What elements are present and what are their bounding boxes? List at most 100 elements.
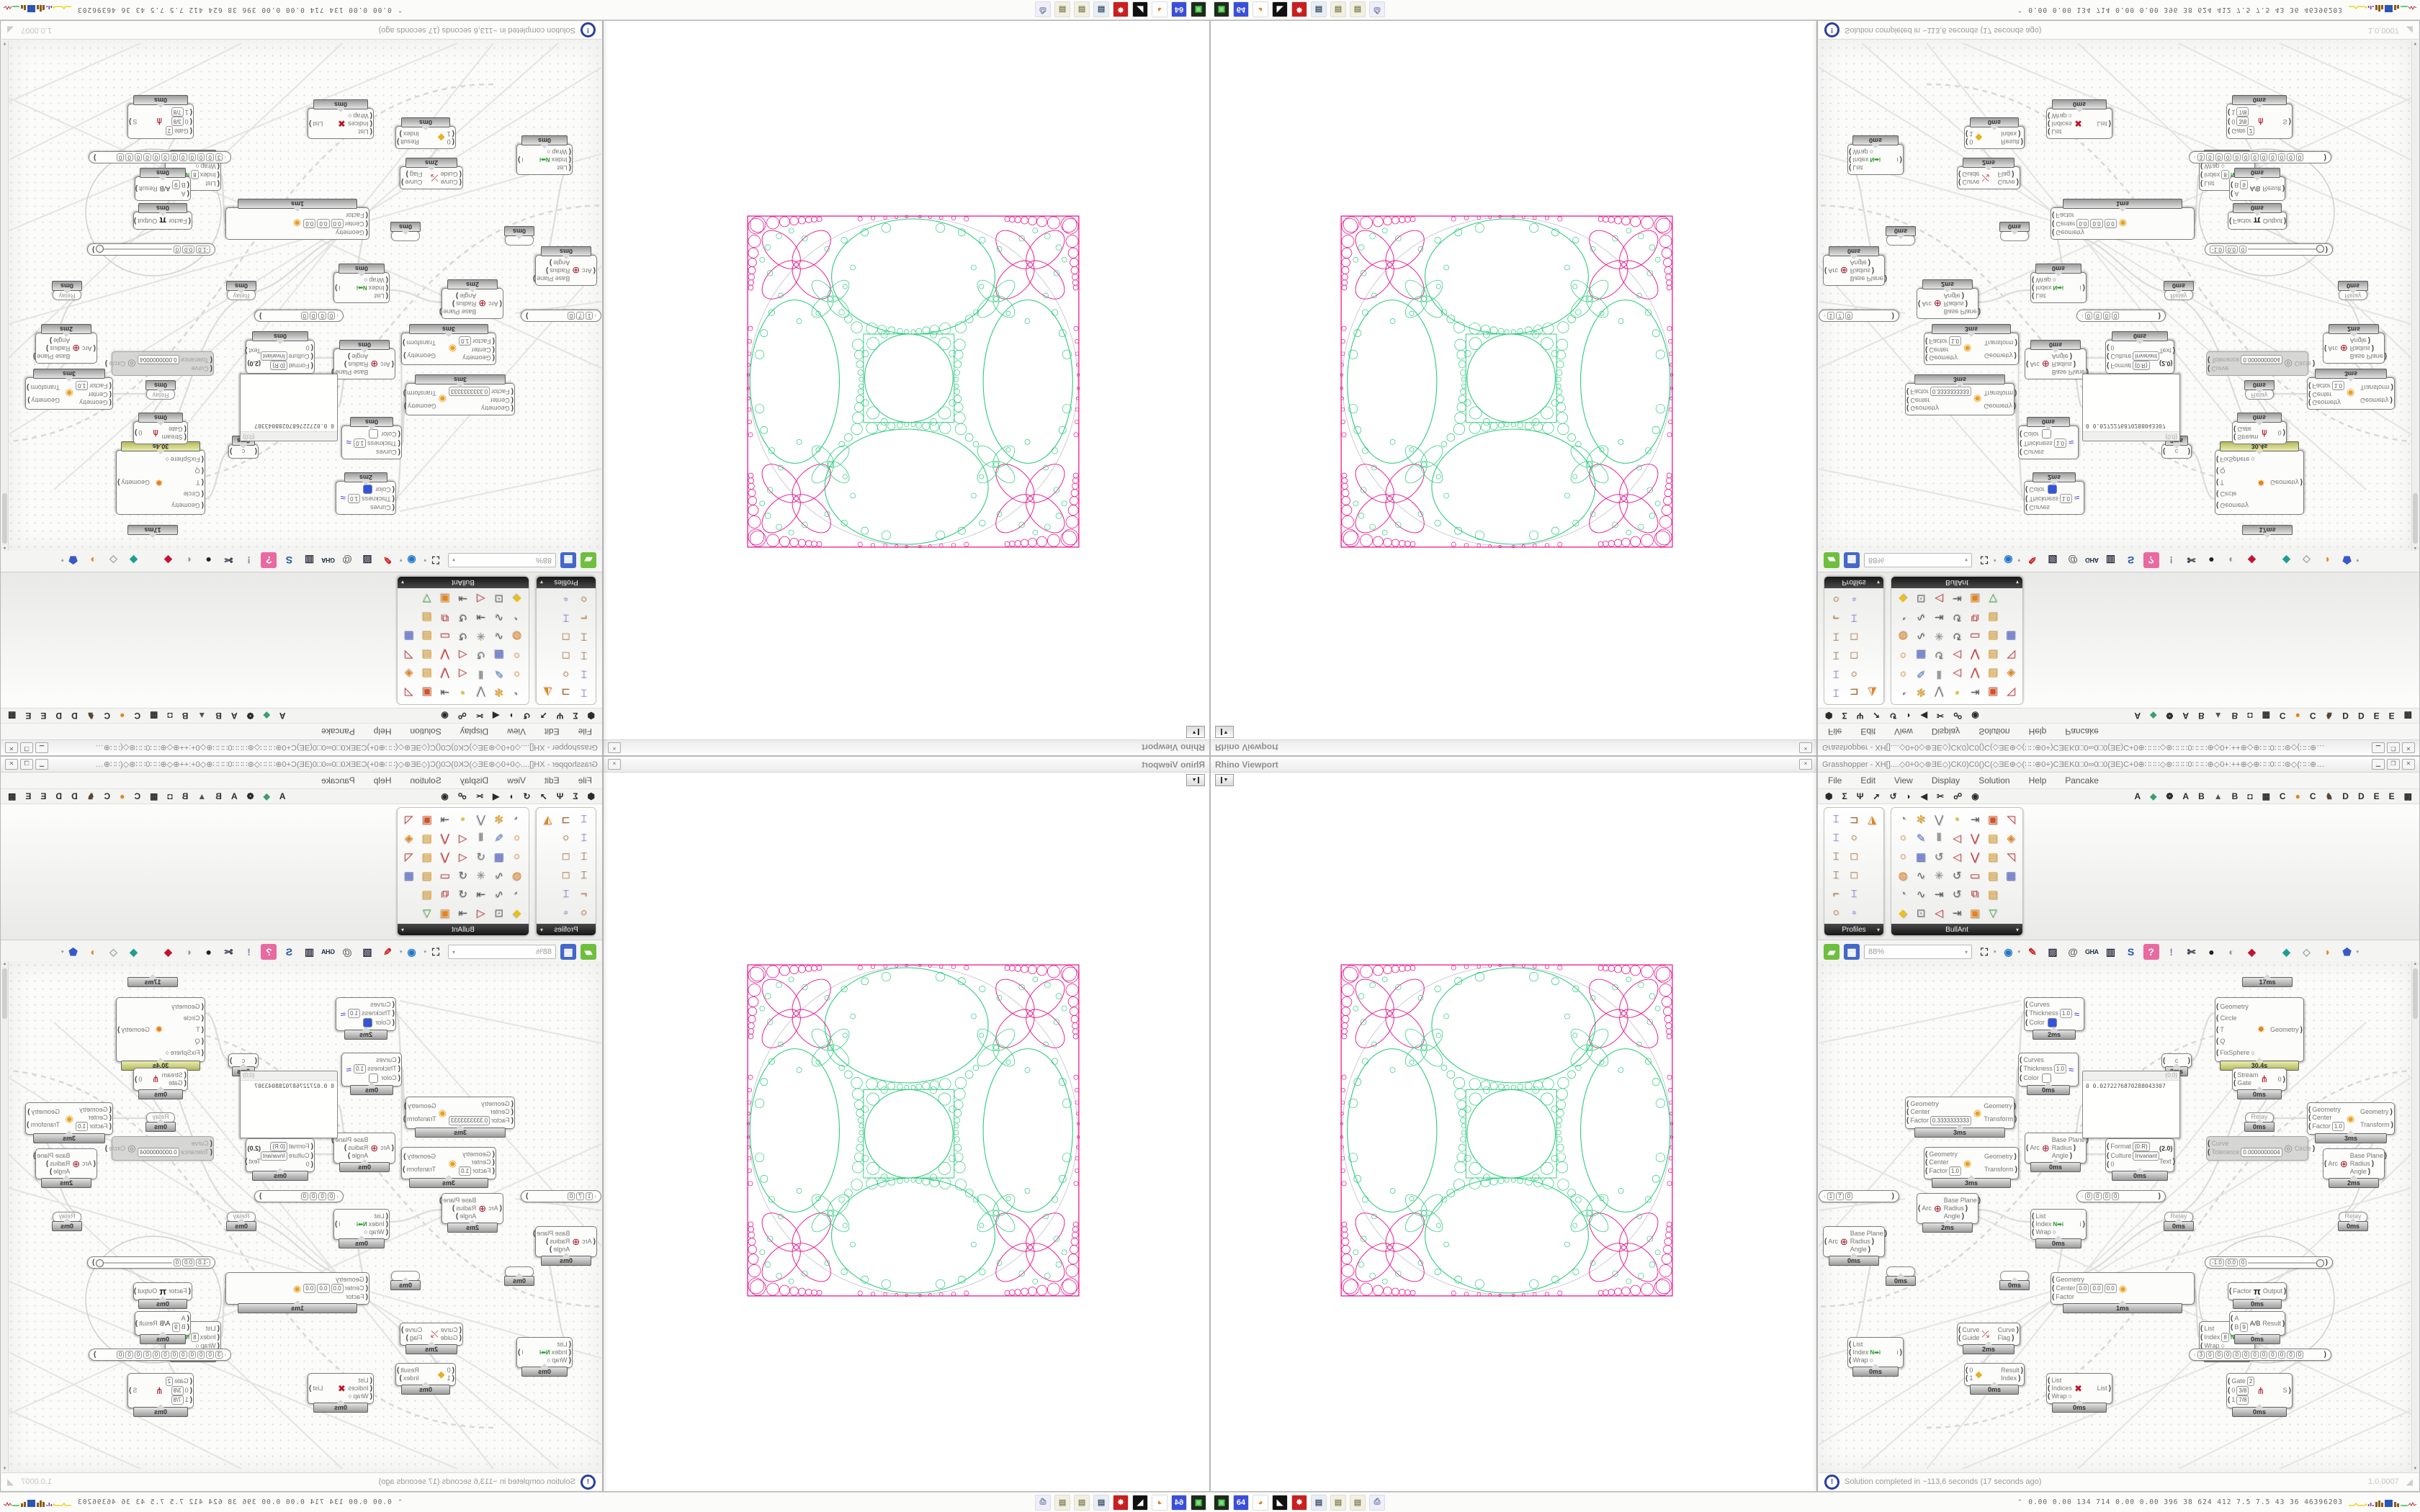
close-icon[interactable]: × bbox=[1799, 759, 1812, 770]
palette-component-icon[interactable]: ⇥ bbox=[440, 686, 450, 699]
maximize-icon[interactable]: ❐ bbox=[2387, 742, 2400, 753]
palette-component-icon[interactable]: ◔ bbox=[1899, 612, 1906, 624]
palette-header[interactable]: Profiles ▾ bbox=[1824, 577, 1883, 588]
node-flip-curve[interactable]: (Curve(Guide ⤰ Curve) Flag) 2ms bbox=[400, 158, 463, 189]
palette-component-icon[interactable]: ⌶ bbox=[1832, 813, 1839, 825]
node-relay[interactable]: Relay 0ms bbox=[145, 1112, 176, 1132]
tab-plugin-3[interactable]: A bbox=[2182, 791, 2190, 801]
tab-plugin-11[interactable]: C bbox=[104, 711, 111, 721]
minimize-icon[interactable]: ▁ bbox=[35, 759, 48, 770]
palette-component-icon[interactable]: ⫴ bbox=[1936, 668, 1942, 680]
node-relay[interactable]: 0ms bbox=[504, 1266, 534, 1286]
toolbar-icon-12[interactable]: ! bbox=[2169, 946, 2173, 958]
palette-component-icon[interactable]: ✎ bbox=[1916, 667, 1926, 680]
chevron-down-icon[interactable]: ▾ bbox=[2356, 557, 2360, 562]
palette-component-icon[interactable]: ⇥ bbox=[1970, 813, 1980, 826]
node-division[interactable]: (A(B 9 A/B Result) 0ms bbox=[2229, 168, 2285, 201]
scrollbar-thumb[interactable] bbox=[2413, 493, 2418, 544]
node-canvas[interactable]: (Curves(Thickness 1.0(Color ≈2ms(Curves(Th… bbox=[1819, 961, 2412, 1472]
tab-plugin-2[interactable]: ❁ bbox=[2166, 791, 2174, 801]
node-circle-disabled[interactable]: (Curve(Tolerance 0.0000000004 ◎ Circle) bbox=[2206, 351, 2315, 376]
taskbar-icon-notes-1[interactable]: ▤ bbox=[1074, 1, 1090, 18]
tab-core-4[interactable]: ↺ bbox=[1889, 711, 1897, 721]
node-sift-pattern[interactable]: (List(Indices(Wrap ○ ✖ List) 0ms bbox=[308, 99, 374, 139]
node-scale[interactable]: (Geometry(Center(Factor 1.0 ◉ Geometry) Tran… bbox=[2307, 1102, 2395, 1143]
toolbar-icon-3[interactable]: ⛶ bbox=[1981, 554, 1988, 567]
palette-component-icon[interactable]: ▭ bbox=[439, 630, 451, 643]
palette-component-icon[interactable]: ⌶ bbox=[1832, 668, 1839, 680]
palette-component-icon[interactable]: ▤ bbox=[1987, 850, 1999, 863]
node-number-slider[interactable]: -1.0 0.0 0) bbox=[87, 243, 215, 256]
scroll-down-icon[interactable]: ▼ bbox=[2, 41, 7, 45]
node-mini[interactable]: (c)0ms bbox=[228, 1053, 259, 1076]
node-fixsphere[interactable]: (Geometry(Circle(T(Q(FixSphere ○ ✸ Geometry… bbox=[116, 441, 205, 515]
tab-core-8[interactable]: ☍ bbox=[457, 791, 467, 801]
node-canvas[interactable]: (Curves(Thickness 1.0(Color ≈2ms(Curves(Th… bbox=[1819, 40, 2412, 551]
chevron-down-icon[interactable]: ▾ bbox=[2356, 950, 2360, 955]
palette-component-icon[interactable]: ◈ bbox=[2007, 667, 2015, 680]
palette-component-icon[interactable]: ▫ bbox=[1852, 906, 1856, 919]
palette-component-icon[interactable] bbox=[539, 590, 557, 608]
palette-component-icon[interactable]: ⌶ bbox=[1832, 850, 1839, 863]
taskbar-icon-printer[interactable]: ⎙ bbox=[1369, 1, 1385, 18]
palette-component-icon[interactable]: ◮ bbox=[544, 813, 552, 826]
palette-component-icon[interactable]: ○ bbox=[1850, 832, 1857, 844]
palette-component-icon[interactable]: ∿ bbox=[494, 630, 504, 643]
palette-component-icon[interactable]: ◔ bbox=[514, 888, 521, 900]
node-digit-slider[interactable]: ‹ 3 0 0 0 0 0 0 0 0 0 0 0) bbox=[2189, 1349, 2331, 1361]
taskbar-icon-mono-app[interactable]: ◣ bbox=[1132, 1494, 1148, 1511]
palette-component-icon[interactable]: ▤ bbox=[1987, 611, 1999, 624]
tab-core-9[interactable]: ◉ bbox=[1971, 711, 1979, 721]
menu-file[interactable]: File bbox=[578, 726, 592, 737]
palette-component-icon[interactable]: ✳ bbox=[1934, 869, 1944, 882]
tab-core-9[interactable]: ◉ bbox=[441, 711, 449, 721]
node-mini[interactable]: (c)0ms bbox=[2161, 436, 2192, 459]
node-pi[interactable]: (Factor π Output) 0ms bbox=[2228, 1282, 2287, 1309]
node-scale[interactable]: (Geometry(Center(Factor 1.0 ◉ Geometry) Tran… bbox=[1924, 1147, 2019, 1188]
taskbar-icon-printer[interactable]: ⎙ bbox=[1369, 1494, 1385, 1511]
menu-help[interactable]: Help bbox=[2028, 726, 2047, 737]
palette-component-icon[interactable]: ◹ bbox=[2007, 850, 2015, 863]
tab-plugin-7[interactable]: ◘ bbox=[167, 791, 173, 801]
chevron-down-icon[interactable]: ▾ bbox=[2015, 579, 2019, 586]
toolbar-icon-5[interactable]: ✎ bbox=[2028, 945, 2037, 958]
node-fixsphere[interactable]: (Geometry(Circle(T(Q(FixSphere ○ ✸ Geometry… bbox=[2215, 997, 2304, 1071]
chevron-down-icon[interactable]: ▾ bbox=[1994, 950, 1996, 955]
palette-component-icon[interactable]: □ bbox=[563, 631, 570, 643]
tab-plugin-2[interactable]: ❁ bbox=[2166, 711, 2174, 721]
tab-plugin-1[interactable]: ◆ bbox=[2150, 791, 2157, 801]
tab-core-6[interactable]: ◀ bbox=[492, 791, 500, 801]
palette-component-icon[interactable]: ⌶ bbox=[581, 813, 588, 825]
palette-component-icon[interactable]: ◔ bbox=[1899, 888, 1906, 900]
node-sift-pattern[interactable]: (List(Indices(Wrap ○ ✖ List) 0ms bbox=[2046, 99, 2112, 139]
node-relay[interactable]: Relay 0ms bbox=[52, 281, 82, 300]
toolbar-icon-18[interactable]: ◆ bbox=[130, 554, 138, 567]
tab-plugin-9[interactable]: C bbox=[2279, 791, 2286, 801]
close-icon[interactable]: ✕ bbox=[2402, 742, 2415, 753]
toolbar-icon-6[interactable]: ▨ bbox=[362, 945, 372, 958]
tab-core-2[interactable]: Ψ bbox=[556, 711, 564, 721]
palette-component-icon[interactable]: ▤ bbox=[421, 667, 433, 680]
palette-component-icon[interactable]: ◹ bbox=[2007, 649, 2015, 662]
tab-plugin-5[interactable]: ▲ bbox=[2213, 711, 2223, 721]
tab-plugin-7[interactable]: ◘ bbox=[167, 711, 173, 721]
rhino-viewport[interactable]: ▼ bbox=[1211, 22, 1816, 739]
node-deconstruct-arc[interactable]: (Arc ⊕ Base Plane) Radius) Angle) 0ms bbox=[331, 1133, 395, 1172]
menu-solution[interactable]: Solution bbox=[1978, 775, 2010, 786]
tab-core-1[interactable]: Σ bbox=[1842, 711, 1847, 721]
palette-component-icon[interactable]: ◔ bbox=[514, 687, 521, 699]
node-scale-nu[interactable]: (Geometry(Center 0.0 0.0 0.0(Factor ◉ 1ms bbox=[2051, 1272, 2195, 1313]
node-relay[interactable]: 0ms bbox=[1886, 1266, 1916, 1286]
palette-component-icon[interactable]: ⇥ bbox=[476, 888, 486, 901]
taskbar-icon-calculator[interactable]: ▤ bbox=[1311, 1494, 1327, 1511]
palette-component-icon[interactable]: ⇥ bbox=[1934, 611, 1944, 624]
palette-component-icon[interactable]: ⌐ bbox=[581, 888, 588, 900]
tab-plugin-0[interactable]: A bbox=[279, 711, 286, 721]
chevron-down-icon[interactable]: ▾ bbox=[399, 950, 403, 955]
menu-file[interactable]: File bbox=[1828, 775, 1842, 786]
tab-plugin-9[interactable]: C bbox=[134, 791, 141, 801]
slider-track[interactable] bbox=[2248, 245, 2324, 253]
maximize-icon[interactable]: ❐ bbox=[2387, 759, 2400, 770]
taskbar-icon-notes-2[interactable]: ▤ bbox=[1350, 1494, 1366, 1511]
toolbar-icon-19[interactable]: ◇ bbox=[109, 554, 117, 567]
